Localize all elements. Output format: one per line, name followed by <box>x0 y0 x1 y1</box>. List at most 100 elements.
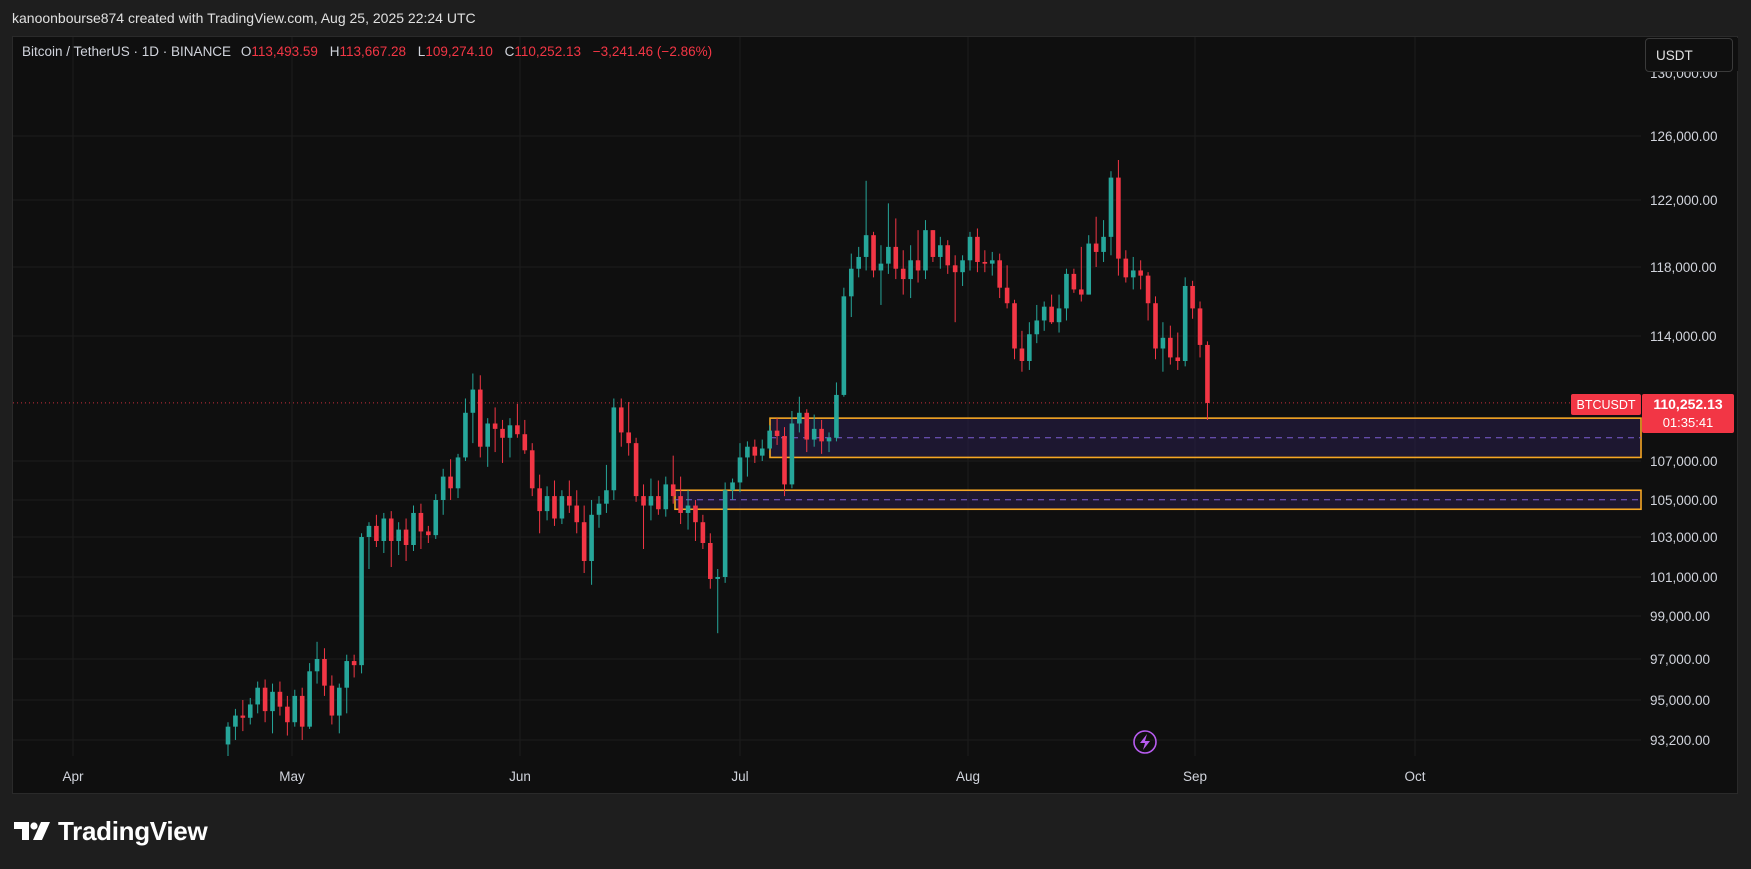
symbol-tag <box>1571 394 1641 415</box>
candle-body <box>285 706 290 723</box>
candle-body <box>975 236 980 262</box>
high-label: H <box>329 44 340 59</box>
candle-body <box>685 505 691 513</box>
y-tick-label: 107,000.00 <box>1650 454 1718 469</box>
candle-body <box>648 496 654 506</box>
candle-body <box>411 512 416 545</box>
candle-body <box>292 695 298 723</box>
candle-body <box>329 685 335 716</box>
candle-body <box>626 432 631 444</box>
candle-body <box>1041 306 1047 321</box>
y-tick-label: 114,000.00 <box>1650 329 1717 344</box>
candle-body <box>804 412 810 440</box>
candle-body <box>1101 236 1106 252</box>
candle-body <box>396 529 401 541</box>
candle-body <box>262 687 268 712</box>
y-tick-label: 97,000.00 <box>1650 652 1710 667</box>
candle-body <box>700 522 706 543</box>
ohlc-legend: Bitcoin / TetherUS · 1D · BINANCE O113,4… <box>22 44 712 59</box>
low-label: L <box>417 44 426 59</box>
candle-body <box>277 691 283 707</box>
candle-body <box>1182 285 1188 361</box>
candle-body <box>448 476 453 489</box>
high-value: 113,667.28 <box>339 44 407 59</box>
candle-body <box>492 423 498 429</box>
chart-panel[interactable] <box>12 36 1738 794</box>
candle-body <box>322 659 327 686</box>
logo-text: TradingView <box>58 815 208 846</box>
candle-body <box>1168 337 1173 358</box>
tradingview-logo[interactable]: TradingView <box>14 814 208 848</box>
candle-body <box>1205 344 1210 403</box>
candle-body <box>863 235 869 257</box>
candle-body <box>1093 243 1099 252</box>
candle-body <box>1190 285 1195 309</box>
y-tick-label: 93,200.00 <box>1650 733 1710 748</box>
last-price-text: 110,252.13 <box>1653 396 1723 412</box>
candle-body <box>1116 177 1121 259</box>
open-value: 113,493.59 <box>251 44 318 59</box>
candle-body <box>952 265 958 273</box>
candle-body <box>678 496 683 513</box>
candle-body <box>515 425 520 435</box>
x-tick-label: Oct <box>1404 769 1425 784</box>
candle-body <box>1197 308 1203 345</box>
candle-body <box>841 296 847 395</box>
candle-body <box>225 726 231 745</box>
x-tick-label: Jun <box>509 769 531 784</box>
candle-body <box>737 457 743 483</box>
last-price-tag <box>1642 394 1734 433</box>
candle-body <box>470 389 476 413</box>
candle-body <box>982 261 988 264</box>
candle-body <box>938 245 943 257</box>
candle-body <box>544 496 550 512</box>
candle-body <box>1056 308 1062 323</box>
close-value: 110,252.13 <box>514 44 581 59</box>
candle-body <box>908 260 913 280</box>
candle-body <box>767 430 772 449</box>
candle-body <box>848 268 854 297</box>
candle-body <box>359 537 364 666</box>
candle-body <box>611 407 617 491</box>
candle-body <box>455 457 461 489</box>
candle-body <box>834 394 839 438</box>
candle-body <box>581 522 587 561</box>
candle-body <box>819 428 824 442</box>
candle-body <box>1153 303 1158 349</box>
x-tick-label: Jul <box>731 769 748 784</box>
x-tick-label: Sep <box>1183 769 1207 784</box>
candle-body <box>618 407 624 433</box>
change-value: −3,241.46 (−2.86%) <box>592 44 713 59</box>
candle-body <box>1145 275 1151 304</box>
candle-body <box>1064 273 1069 309</box>
tradingview-logo-icon <box>14 822 50 840</box>
candle-body <box>715 577 721 579</box>
candle-body <box>1130 270 1136 278</box>
candle-body <box>255 687 260 705</box>
candle-body <box>381 518 387 541</box>
candle-body <box>1034 320 1040 335</box>
candle-body <box>663 484 669 510</box>
candle-body <box>314 659 320 672</box>
candle-body <box>900 268 906 280</box>
y-tick-label: 118,000.00 <box>1650 260 1717 275</box>
candle-body <box>574 505 580 523</box>
y-tick-label: 99,000.00 <box>1650 609 1710 624</box>
candle-body <box>945 245 951 266</box>
candle-body <box>1086 243 1092 295</box>
candle-body <box>633 443 639 497</box>
currency-button[interactable]: USDT <box>1645 38 1733 72</box>
candle-body <box>270 691 275 712</box>
candle-body <box>374 525 379 541</box>
candle-body <box>596 503 602 515</box>
candle-body <box>537 488 542 512</box>
symbol-label[interactable]: Bitcoin / TetherUS · 1D · BINANCE <box>22 44 232 59</box>
y-tick-label: 103,000.00 <box>1650 530 1718 545</box>
candle-body <box>893 246 899 269</box>
countdown-text: 01:35:41 <box>1663 415 1714 430</box>
candle-body <box>752 446 758 456</box>
candle-body <box>589 514 594 561</box>
candle-body <box>759 448 765 456</box>
candle-body <box>708 543 713 579</box>
